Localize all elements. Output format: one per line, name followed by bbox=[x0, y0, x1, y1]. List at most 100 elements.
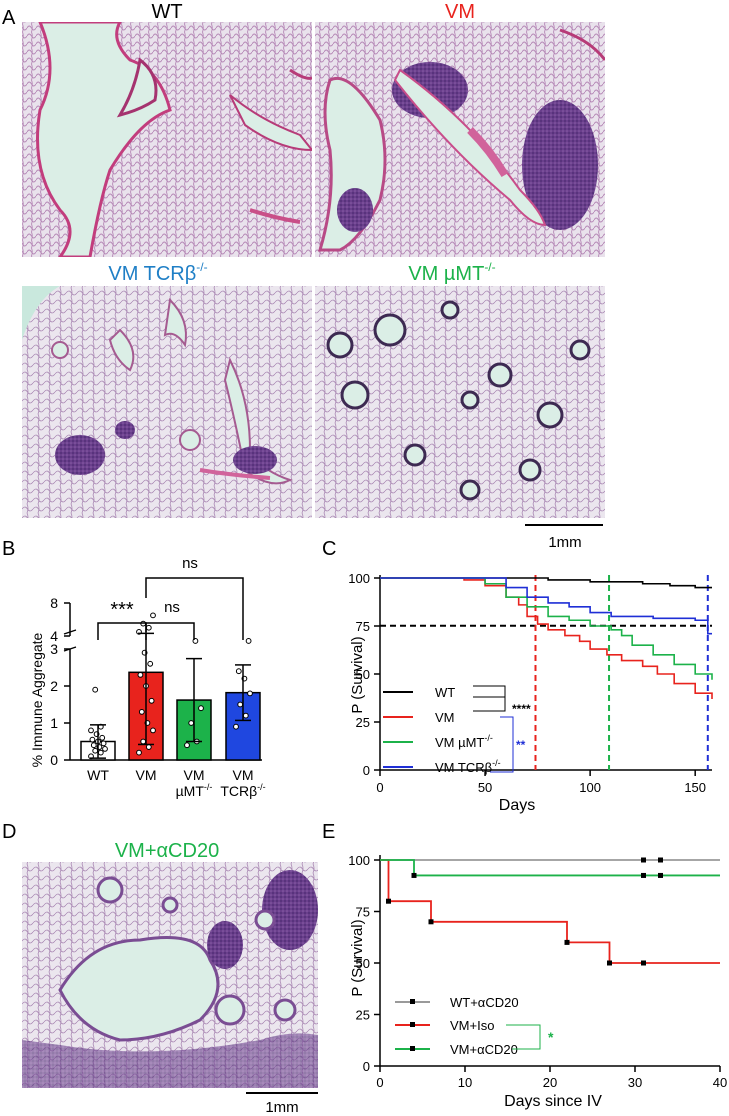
panel-b-ytick-label: 2 bbox=[50, 678, 58, 694]
panel-b-ytick-label: 4 bbox=[50, 628, 58, 644]
legend-label-wt: WT bbox=[435, 685, 455, 700]
panel-b-point bbox=[235, 668, 242, 675]
panel-b-point bbox=[245, 638, 252, 644]
legend-marker-vm-iso bbox=[410, 1022, 415, 1027]
panel-c-bracket-1b bbox=[473, 691, 506, 712]
panel-b-point bbox=[99, 734, 106, 741]
panel-c-xtick-label: 100 bbox=[579, 780, 601, 795]
panel-e-xtick-label: 30 bbox=[628, 1075, 642, 1090]
panel-label-d: D bbox=[2, 821, 16, 843]
panel-e-chart: P (Survival) Days since IV 0 25 50 75 100 0 10… bbox=[348, 853, 727, 1110]
panel-b-point bbox=[150, 612, 156, 619]
legend-marker-vm-acd20 bbox=[410, 1046, 415, 1051]
panel-b-point bbox=[88, 727, 94, 734]
panel-e-censor-mark bbox=[641, 857, 646, 863]
panel-c-xtick-label: 0 bbox=[376, 780, 383, 795]
panel-c-sig1: **** bbox=[512, 702, 531, 716]
panel-b-bracket-ns-mid bbox=[145, 622, 195, 640]
panel-b-point bbox=[145, 624, 152, 631]
panel-b-point bbox=[148, 697, 155, 704]
panel-c-chart: P (Survival) Days 0 25 50 75 100 0 50 100 150 WT… bbox=[348, 571, 713, 814]
panel-label-c: C bbox=[322, 538, 336, 560]
panel-b-point bbox=[233, 723, 239, 730]
legend-label-vm-acd20: VM+αCD20 bbox=[450, 1042, 518, 1057]
legend-marker-wt-acd20 bbox=[410, 999, 415, 1004]
panel-e-series-vmcd bbox=[380, 859, 720, 877]
panel-label-e: E bbox=[322, 821, 335, 843]
panel-b-ytick-label: 0 bbox=[50, 752, 58, 768]
panel-b-point bbox=[92, 686, 99, 693]
panel-c-bracket-2 bbox=[490, 716, 514, 773]
panel-c-bracket-1 bbox=[473, 685, 506, 698]
panel-b-ns-mid: ns bbox=[164, 599, 180, 616]
histology-title-umt: VM µMT-/- bbox=[408, 260, 495, 285]
histology-title-tcrb: VM TCRβ-/- bbox=[108, 260, 207, 285]
histology-image-vm-acd20 bbox=[22, 862, 318, 1088]
histology-image-vm-tcrb bbox=[22, 286, 312, 518]
panel-c-series-wt bbox=[380, 577, 712, 589]
panel-e-censor-mark bbox=[564, 939, 570, 945]
panel-e-censor-mark bbox=[658, 872, 663, 878]
panel-b-point bbox=[100, 740, 107, 747]
panel-b-xlabel: VM bbox=[233, 767, 254, 783]
panel-b-point bbox=[198, 705, 204, 712]
panel-e-censor-mark bbox=[658, 857, 663, 863]
panel-e-xtick-label: 40 bbox=[713, 1075, 727, 1090]
panel-e-ytick-label: 25 bbox=[356, 1008, 370, 1023]
panel-b-point bbox=[237, 701, 244, 708]
panel-b-bracket-ns-top bbox=[145, 577, 244, 640]
panel-b-xlabel: WT bbox=[87, 767, 109, 783]
panel-e-ytick-label: 0 bbox=[363, 1059, 370, 1074]
panel-b-xlabel-2: µMT-/- bbox=[176, 782, 213, 799]
scale-bar-label-d: 1mm bbox=[265, 1099, 298, 1116]
histology-image-vm bbox=[315, 22, 605, 257]
panel-b-point bbox=[137, 672, 144, 678]
panel-e-xtick-label: 10 bbox=[458, 1075, 472, 1090]
panel-e-censor-mark bbox=[386, 898, 391, 904]
panel-b-xlabel: VM bbox=[136, 767, 157, 783]
panel-c-sig2: ** bbox=[516, 738, 526, 752]
panel-e-ytick-label: 100 bbox=[348, 853, 370, 868]
panel-b-point bbox=[247, 690, 253, 697]
histology-title-wt: WT bbox=[151, 1, 182, 23]
panel-b-point bbox=[145, 744, 152, 750]
panel-b-point bbox=[150, 727, 156, 734]
panel-c-xtick-label: 150 bbox=[684, 780, 706, 795]
panel-e-ylabel: P (Survival) bbox=[349, 919, 366, 996]
panel-e-bracket bbox=[506, 1024, 541, 1050]
legend-label-umt: VM µMT-/- bbox=[435, 733, 493, 750]
panel-b-sig: *** bbox=[110, 599, 134, 621]
panel-e-xtick-label: 0 bbox=[376, 1075, 383, 1090]
panel-b-ytick-label: 1 bbox=[50, 715, 58, 731]
scale-bar-label-a: 1mm bbox=[548, 534, 581, 551]
panel-c-ytick-label: 50 bbox=[356, 667, 370, 682]
panel-b-xlabel: VM bbox=[184, 767, 205, 783]
panel-e-xlabel: Days since IV bbox=[504, 1093, 602, 1110]
panel-b-point bbox=[92, 747, 99, 754]
histology-title-d: VM+αCD20 bbox=[115, 840, 219, 862]
panel-e-series-vmiso bbox=[380, 859, 720, 964]
panel-label-b: B bbox=[2, 538, 15, 560]
panel-b-point bbox=[188, 720, 195, 726]
panel-e-censor-mark bbox=[641, 872, 646, 878]
panel-b-point bbox=[97, 749, 104, 756]
panel-b-point bbox=[242, 712, 249, 719]
panel-c-series-vmtcr bbox=[380, 577, 712, 635]
legend-label-vm: VM bbox=[435, 710, 455, 725]
panel-e-censor-mark bbox=[607, 960, 612, 966]
panel-b-point bbox=[184, 742, 190, 749]
legend-label-tcrb: VM TCRβ-/- bbox=[435, 758, 501, 775]
panel-c-ytick-label: 25 bbox=[356, 715, 370, 730]
panel-e-censor-mark bbox=[641, 960, 646, 966]
panel-c-ytick-label: 75 bbox=[356, 619, 370, 634]
panel-b-ytick-label: 8 bbox=[50, 595, 58, 611]
panel-c-xtick-label: 50 bbox=[478, 780, 492, 795]
panel-b-ylabel: % Immune Aggregate bbox=[29, 632, 45, 767]
panel-e-ytick-label: 75 bbox=[356, 905, 370, 920]
panel-b-point bbox=[138, 709, 145, 715]
panel-b-point bbox=[140, 738, 147, 745]
panel-e-sig: * bbox=[548, 1029, 554, 1045]
panel-e-censor-mark bbox=[428, 919, 434, 925]
panel-c-series-vm bbox=[380, 577, 713, 699]
